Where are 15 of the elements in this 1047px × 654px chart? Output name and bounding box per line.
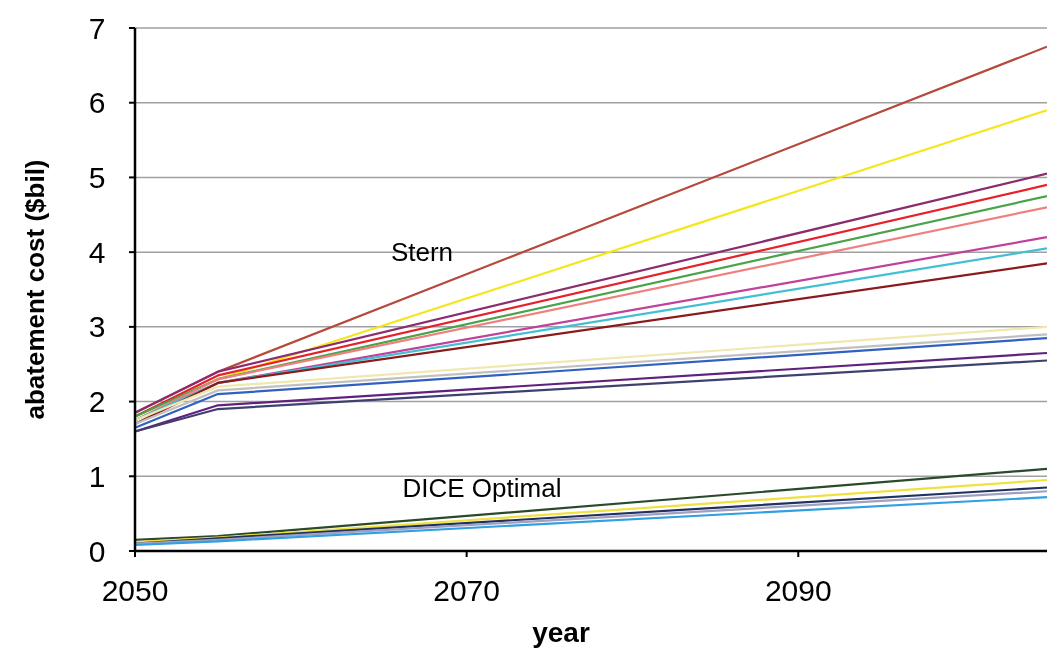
annotation: DICE Optimal bbox=[402, 473, 562, 504]
y-tick-label: 1 bbox=[88, 459, 106, 493]
y-axis-title: abatement cost ($bil) bbox=[20, 159, 50, 420]
x-tick-label: 2050 bbox=[101, 574, 169, 607]
y-tick-label: 0 bbox=[88, 534, 106, 568]
y-tick-label: 7 bbox=[88, 11, 106, 45]
y-tick-label: 3 bbox=[88, 310, 106, 344]
x-tick-label: 2070 bbox=[433, 574, 501, 607]
x-axis-title: year bbox=[532, 617, 590, 648]
y-tick-label: 4 bbox=[88, 235, 106, 269]
y-tick-label: 5 bbox=[88, 160, 106, 194]
annotation: Stern bbox=[390, 237, 454, 268]
x-tick-label: 2090 bbox=[764, 574, 832, 607]
y-tick-label: 2 bbox=[88, 385, 106, 419]
y-tick-label: 6 bbox=[88, 86, 106, 120]
